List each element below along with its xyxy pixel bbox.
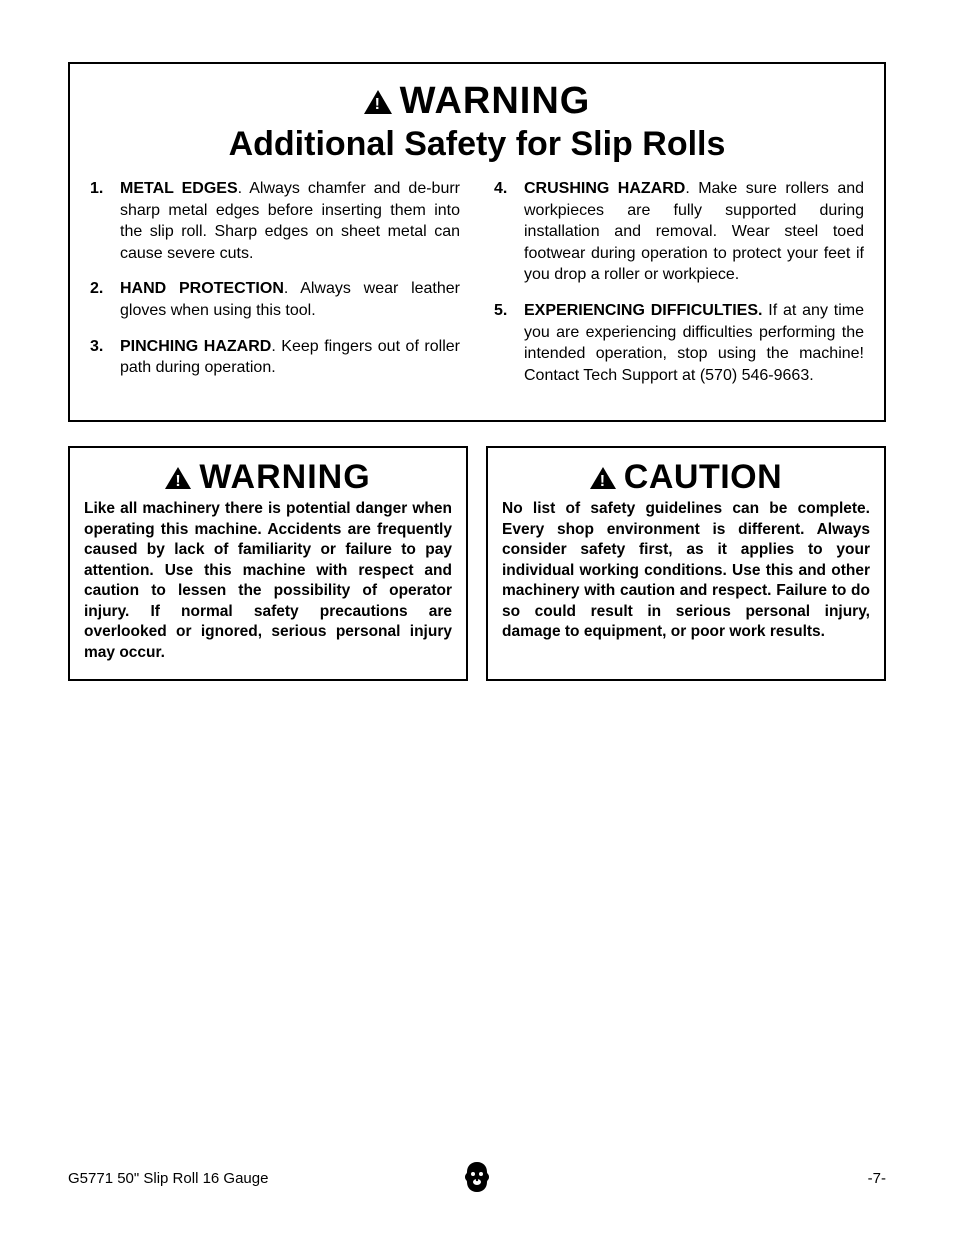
warning-box-header: ! WARNING <box>84 458 452 497</box>
right-column: 4. CRUSHING HAZARD. Make sure rollers an… <box>494 178 864 400</box>
list-item: 5. EXPERIENCING DIFFICULTIES. If at any … <box>494 300 864 386</box>
alert-triangle-icon: ! <box>364 90 392 114</box>
item-lead: METAL EDGES <box>120 180 238 197</box>
list-item: 3. PINCHING HAZARD. Keep fingers out of … <box>90 336 460 379</box>
warning-badge-small: ! WARNING <box>165 458 370 497</box>
item-lead: PINCHING HAZARD <box>120 338 271 355</box>
footer-logo <box>462 1160 492 1198</box>
main-header: ! WARNING Additional Safety for Slip Rol… <box>90 80 864 164</box>
item-number: 4. <box>494 178 524 286</box>
warning-box: ! WARNING Like all machinery there is po… <box>68 446 468 681</box>
warning-badge-main: ! WARNING <box>364 80 591 123</box>
caution-box-header: ! CAUTION <box>502 458 870 497</box>
main-safety-box: ! WARNING Additional Safety for Slip Rol… <box>68 62 886 422</box>
alert-triangle-icon: ! <box>590 467 616 489</box>
item-number: 2. <box>90 278 120 321</box>
caution-badge: ! CAUTION <box>590 458 782 497</box>
item-body: HAND PROTECTION. Always wear leather glo… <box>120 278 460 321</box>
warning-word: WARNING <box>400 80 591 123</box>
bear-icon <box>462 1160 492 1194</box>
caution-word: CAUTION <box>624 458 782 497</box>
warning-word: WARNING <box>199 458 370 497</box>
lower-row: ! WARNING Like all machinery there is po… <box>68 446 886 681</box>
item-number: 3. <box>90 336 120 379</box>
caution-paragraph: No list of safety guidelines can be comp… <box>502 499 870 642</box>
list-item: 1. METAL EDGES. Always chamfer and de-bu… <box>90 178 460 264</box>
footer-left: G5771 50" Slip Roll 16 Gauge <box>68 1170 268 1187</box>
footer-right: -7- <box>868 1170 886 1187</box>
item-number: 5. <box>494 300 524 386</box>
caution-box: ! CAUTION No list of safety guidelines c… <box>486 446 886 681</box>
item-body: METAL EDGES. Always chamfer and de-burr … <box>120 178 460 264</box>
list-item: 4. CRUSHING HAZARD. Make sure rollers an… <box>494 178 864 286</box>
page: ! WARNING Additional Safety for Slip Rol… <box>0 0 954 1235</box>
list-item: 2. HAND PROTECTION. Always wear leather … <box>90 278 460 321</box>
item-body: CRUSHING HAZARD. Make sure rollers and w… <box>524 178 864 286</box>
safety-columns: 1. METAL EDGES. Always chamfer and de-bu… <box>90 178 864 400</box>
warning-paragraph: Like all machinery there is potential da… <box>84 499 452 663</box>
main-title: Additional Safety for Slip Rolls <box>90 125 864 164</box>
item-number: 1. <box>90 178 120 264</box>
left-column: 1. METAL EDGES. Always chamfer and de-bu… <box>90 178 460 400</box>
page-footer: G5771 50" Slip Roll 16 Gauge -7- <box>68 1170 886 1187</box>
item-lead: EXPERIENCING DIFFICULTIES. <box>524 302 762 319</box>
alert-triangle-icon: ! <box>165 467 191 489</box>
item-lead: CRUSHING HAZARD <box>524 180 685 197</box>
item-lead: HAND PROTECTION <box>120 280 284 297</box>
item-body: PINCHING HAZARD. Keep fingers out of rol… <box>120 336 460 379</box>
item-body: EXPERIENCING DIFFICULTIES. If at any tim… <box>524 300 864 386</box>
